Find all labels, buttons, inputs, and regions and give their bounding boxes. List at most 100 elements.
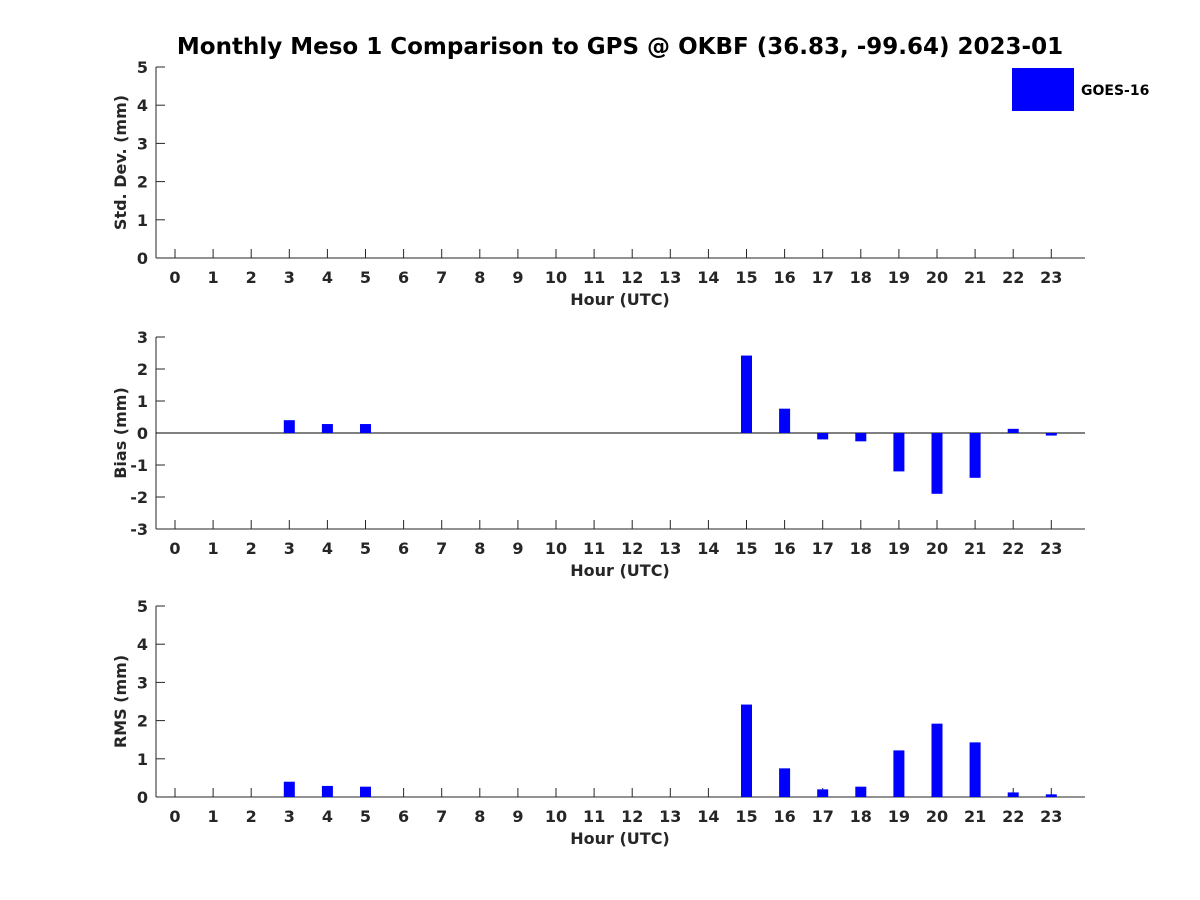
x-tick-label: 23 [1040,807,1062,826]
bar-hour-16 [779,408,791,433]
y-tick-label: 3 [137,328,148,347]
y-tick-label: -1 [130,456,148,475]
x-tick-label: 6 [398,268,409,287]
x-tick-label: 21 [964,539,986,558]
y-tick-label: 3 [137,134,148,153]
y-tick-label: 5 [137,597,148,616]
legend-swatch [1012,68,1074,111]
x-tick-label: 4 [322,268,333,287]
bar-hour-16 [779,768,791,797]
y-tick-label: 5 [137,58,148,77]
x-tick-label: 16 [773,807,795,826]
y-axis-label: Std. Dev. (mm) [111,95,130,230]
bar-hour-4 [321,424,333,433]
y-tick-label: 4 [137,96,148,115]
x-tick-label: 3 [284,539,295,558]
x-tick-label: 11 [583,539,605,558]
x-tick-label: 17 [812,268,834,287]
x-tick-label: 22 [1002,539,1024,558]
x-tick-label: 15 [735,539,757,558]
x-tick-label: 5 [360,539,371,558]
x-tick-label: 10 [545,807,567,826]
y-tick-label: 0 [137,249,148,268]
x-tick-label: 12 [621,539,643,558]
bar-hour-18 [855,786,867,797]
bar-hour-20 [931,433,943,494]
y-tick-label: 3 [137,673,148,692]
x-tick-label: 11 [583,268,605,287]
x-tick-label: 9 [512,807,523,826]
bar-hour-22 [1007,792,1019,797]
x-tick-label: 0 [169,539,180,558]
x-tick-label: 13 [659,807,681,826]
y-tick-label: 0 [137,424,148,443]
bar-hour-21 [969,742,981,797]
x-tick-label: 19 [888,268,910,287]
x-tick-label: 7 [436,807,447,826]
x-tick-label: 4 [322,807,333,826]
x-axis-label: Hour (UTC) [570,829,670,848]
x-tick-label: 8 [474,539,485,558]
x-tick-label: 6 [398,539,409,558]
x-tick-label: 8 [474,807,485,826]
x-tick-label: 0 [169,807,180,826]
x-tick-label: 1 [208,807,219,826]
x-tick-label: 18 [850,268,872,287]
x-tick-label: 8 [474,268,485,287]
x-tick-label: 20 [926,268,948,287]
x-tick-label: 19 [888,539,910,558]
x-tick-label: 7 [436,539,447,558]
x-axis-label: Hour (UTC) [570,561,670,580]
x-tick-label: 15 [735,807,757,826]
x-tick-label: 3 [284,807,295,826]
y-tick-label: -2 [130,488,148,507]
x-tick-label: 20 [926,539,948,558]
y-axis-label: RMS (mm) [111,655,130,748]
y-tick-label: 4 [137,635,148,654]
x-tick-label: 13 [659,268,681,287]
bar-hour-19 [893,750,905,797]
x-tick-label: 2 [246,268,257,287]
x-tick-label: 20 [926,807,948,826]
legend: GOES-16 [1012,68,1149,111]
x-tick-label: 10 [545,268,567,287]
x-tick-label: 14 [697,539,719,558]
x-tick-label: 3 [284,268,295,287]
x-tick-label: 5 [360,268,371,287]
x-tick-label: 21 [964,268,986,287]
bar-hour-3 [283,781,295,797]
y-tick-label: 1 [137,211,148,230]
bar-hour-23 [1045,794,1057,797]
x-tick-label: 12 [621,807,643,826]
bar-hour-5 [360,786,371,797]
x-tick-label: 10 [545,539,567,558]
bar-hour-15 [741,704,752,797]
bar-hour-3 [283,420,295,433]
x-tick-label: 23 [1040,539,1062,558]
x-tick-label: 23 [1040,268,1062,287]
bar-hour-21 [969,433,981,478]
bar-hour-19 [893,433,905,472]
x-tick-label: 17 [812,807,834,826]
y-tick-label: 0 [137,788,148,807]
bar-hour-23 [1045,433,1057,436]
x-tick-label: 6 [398,807,409,826]
x-tick-label: 5 [360,807,371,826]
x-tick-label: 9 [512,268,523,287]
x-tick-label: 1 [208,539,219,558]
x-tick-label: 14 [697,807,719,826]
y-tick-label: 1 [137,392,148,411]
x-tick-label: 22 [1002,807,1024,826]
bar-hour-5 [360,424,371,433]
x-tick-label: 18 [850,539,872,558]
x-tick-label: 18 [850,807,872,826]
x-axis-label: Hour (UTC) [570,290,670,309]
bar-hour-4 [321,785,333,797]
y-tick-label: 2 [137,173,148,192]
figure-title: Monthly Meso 1 Comparison to GPS @ OKBF … [177,34,1063,60]
x-tick-label: 13 [659,539,681,558]
bar-hour-17 [817,433,829,440]
